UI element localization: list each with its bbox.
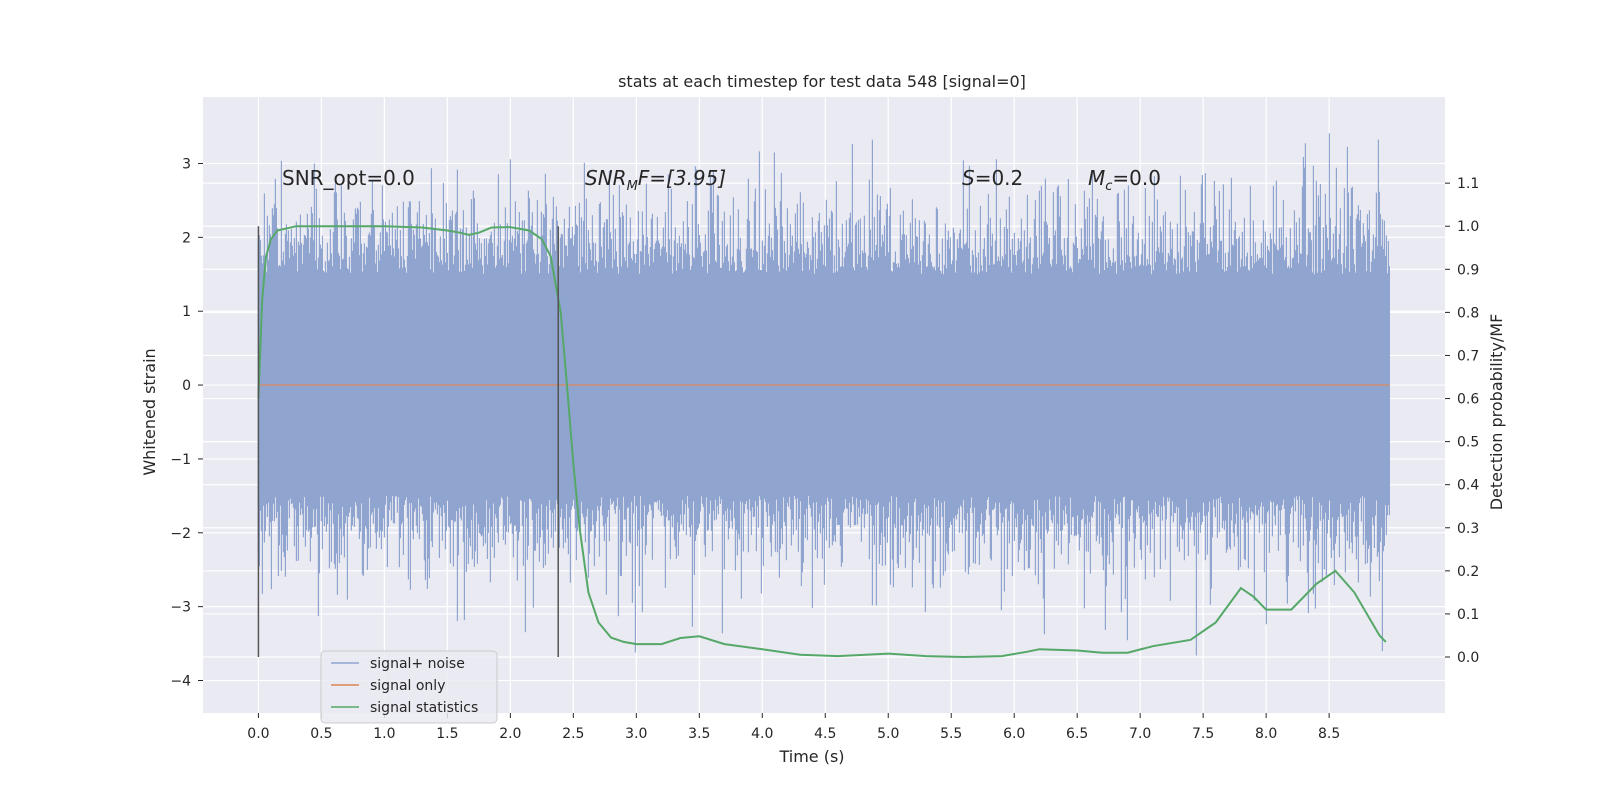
y2-tick-label: 0.5 (1457, 435, 1479, 451)
x-tick-label: 1.5 (436, 726, 458, 742)
y2-tick-label: 0.2 (1457, 564, 1479, 580)
x-tick-label: 6.5 (1066, 726, 1088, 742)
annotation-snr-mf: SNRMF=[3.95] (585, 166, 726, 194)
y-tick-label: 1 (182, 304, 191, 320)
y2-tick-label: 0.4 (1457, 478, 1479, 494)
annotations: SNR_opt=0.0 SNRMF=[3.95] S=0.2 Mc=0.0 (282, 166, 1161, 194)
y-tick-label: 0 (182, 378, 191, 394)
x-tick-label: 2.0 (499, 726, 521, 742)
y2-tick-label: 0.3 (1457, 521, 1479, 537)
y2-tick-label: 0.0 (1457, 650, 1479, 666)
x-axis: 0.0 0.5 1.0 1.5 2.0 2.5 3.0 3.5 4.0 4.5 5.0 5.5 6.0 6… (247, 713, 1340, 742)
y2-tick-label: 1.0 (1457, 219, 1479, 235)
x-tick-label: 2.5 (562, 726, 584, 742)
legend-label-signal: signal only (370, 678, 445, 694)
x-tick-label: 3.0 (625, 726, 647, 742)
y2-tick-label: 0.9 (1457, 262, 1479, 278)
annotation-snr-mf-rest: F=[3.95] (638, 166, 726, 190)
x-tick-label: 8.0 (1255, 726, 1277, 742)
stats-line (257, 225, 1387, 659)
x-tick-label: 5.0 (877, 726, 899, 742)
y2-tick-label: 1.1 (1457, 176, 1479, 192)
y2-axis: 0.0 0.1 0.2 0.3 0.4 0.5 0.6 0.7 0.8 0.9 1.0 1.1 (1445, 176, 1479, 666)
y2-tick-label: 0.6 (1457, 392, 1479, 408)
annotation-mc-base: M (1088, 166, 1105, 190)
x-tick-label: 6.0 (1003, 726, 1025, 742)
vertical-lines (257, 226, 559, 657)
legend: signal+ noise signal only signal statist… (320, 650, 498, 724)
x-axis-label: Time (s) (778, 747, 844, 766)
x-tick-label: 8.5 (1318, 726, 1340, 742)
y-tick-label: 3 (182, 156, 191, 172)
y2-tick-label: 0.8 (1457, 305, 1479, 321)
annotation-mc: Mc=0.0 (1088, 166, 1161, 194)
y-tick-label: −4 (170, 674, 191, 690)
chart-title: stats at each timestep for test data 548… (618, 72, 1026, 91)
x-tick-label: 1.0 (373, 726, 395, 742)
x-tick-label: 0.5 (310, 726, 332, 742)
annotation-s-rest: =0.2 (975, 166, 1024, 190)
annotation-mc-rest: =0.0 (1112, 166, 1161, 190)
x-tick-label: 5.5 (940, 726, 962, 742)
x-tick-label: 4.5 (814, 726, 836, 742)
y-tick-label: −3 (170, 600, 191, 616)
y2-tick-label: 0.1 (1457, 607, 1479, 623)
y-axis-label: Whitened strain (140, 348, 159, 475)
x-tick-label: 7.5 (1192, 726, 1214, 742)
x-tick-label: 7.0 (1129, 726, 1151, 742)
stats-series (257, 225, 1387, 659)
annotation-mc-sub: c (1105, 179, 1112, 194)
x-tick-label: 0.0 (247, 726, 269, 742)
annotation-s: S=0.2 (962, 166, 1023, 190)
annotation-s-var: S (962, 166, 975, 190)
y-tick-label: −2 (170, 526, 191, 542)
y2-tick-label: 0.7 (1457, 348, 1479, 364)
x-tick-label: 4.0 (751, 726, 773, 742)
y-tick-label: −1 (170, 452, 191, 468)
y-tick-label: 2 (182, 230, 191, 246)
annotation-snr-mf-sub: M (627, 179, 638, 194)
x-tick-label: 3.5 (688, 726, 710, 742)
annotation-snr-mf-base: SNR (585, 166, 627, 190)
legend-box (320, 650, 498, 724)
annotation-snr-opt: SNR_opt=0.0 (282, 166, 415, 190)
legend-label-noise: signal+ noise (370, 656, 465, 672)
legend-label-stats: signal statistics (370, 700, 478, 716)
y2-axis-label: Detection probability/MF (1487, 314, 1506, 511)
y-axis: −4 −3 −2 −1 0 1 2 3 (170, 156, 203, 690)
